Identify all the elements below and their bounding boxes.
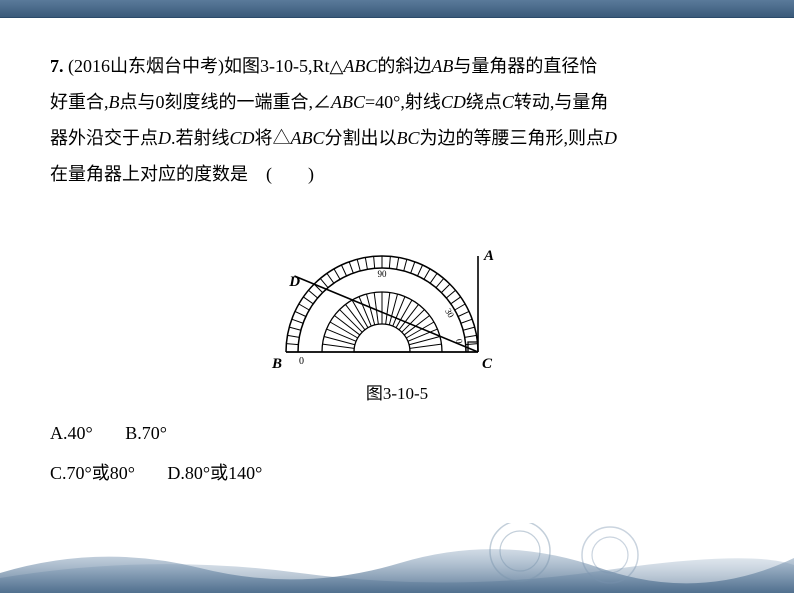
t-abc1: ABC [343, 56, 377, 76]
t-p2d: 绕点 [466, 92, 502, 112]
t-p2a: 好重合, [50, 92, 109, 112]
t-p1c: 与量角器的直径恰 [453, 56, 597, 76]
t-p2e: 转动,与量角 [514, 92, 609, 112]
t-p3b: .若射线 [171, 128, 230, 148]
options-row-2: C.70°或80° D.80°或140° [50, 454, 744, 494]
option-c: C.70°或80° [50, 454, 135, 494]
t-cd2: CD [230, 128, 255, 148]
t-b: B [109, 92, 120, 112]
t-d2: D [604, 128, 617, 148]
t-abc3: ABC [291, 128, 325, 148]
svg-text:B: B [271, 356, 282, 372]
figure-caption: 图3-10-5 [366, 379, 428, 404]
figure-container: 03090ABCD0 图3-10-5 [50, 202, 744, 404]
question-line-1: 7. (2016山东烟台中考)如图3-10-5,Rt△ABC的斜边AB与量角器的… [50, 48, 744, 84]
question-line-4: 在量角器上对应的度数是 ( ) [50, 156, 744, 192]
option-a: A.40° [50, 414, 93, 454]
t-c1: C [502, 92, 514, 112]
t-p4a: 在量角器上对应的度数是 ( ) [50, 164, 314, 184]
t-d1: D [158, 128, 171, 148]
svg-text:A: A [483, 248, 494, 264]
answer-options: A.40° B.70° C.70°或80° D.80°或140° [50, 414, 744, 493]
t-abc2: ABC [331, 92, 365, 112]
svg-text:0: 0 [299, 356, 304, 367]
question-number: 7. [50, 56, 64, 76]
t-p1b: 的斜边 [377, 56, 431, 76]
option-d: D.80°或140° [167, 454, 262, 494]
t-p3a: 器外沿交于点 [50, 128, 158, 148]
protractor-figure: 03090ABCD0 [262, 202, 532, 377]
question-line-2: 好重合,B点与0刻度线的一端重合,∠ABC=40°,射线CD绕点C转动,与量角 [50, 84, 744, 120]
t-cd1: CD [441, 92, 466, 112]
question-line-3: 器外沿交于点D.若射线CD将△ABC分割出以BC为边的等腰三角形,则点D [50, 120, 744, 156]
t-bc: BC [397, 128, 420, 148]
t-p2c: =40°,射线 [365, 92, 441, 112]
t-p3e: 为边的等腰三角形,则点 [420, 128, 605, 148]
svg-text:C: C [482, 356, 493, 372]
svg-text:D: D [288, 274, 300, 290]
t-p1a: 如图3-10-5,Rt△ [224, 56, 343, 76]
top-decorative-bar [0, 0, 794, 18]
question-source: (2016山东烟台中考) [68, 56, 224, 76]
svg-text:90: 90 [378, 269, 388, 279]
option-b: B.70° [125, 414, 167, 454]
t-p3c: 将△ [255, 128, 291, 148]
bottom-decoration [0, 523, 794, 593]
t-p2b: 点与0刻度线的一端重合,∠ [120, 92, 332, 112]
question-content: 7. (2016山东烟台中考)如图3-10-5,Rt△ABC的斜边AB与量角器的… [0, 18, 794, 503]
t-ab: AB [431, 56, 453, 76]
options-row-1: A.40° B.70° [50, 414, 744, 454]
t-p3d: 分割出以 [325, 128, 397, 148]
